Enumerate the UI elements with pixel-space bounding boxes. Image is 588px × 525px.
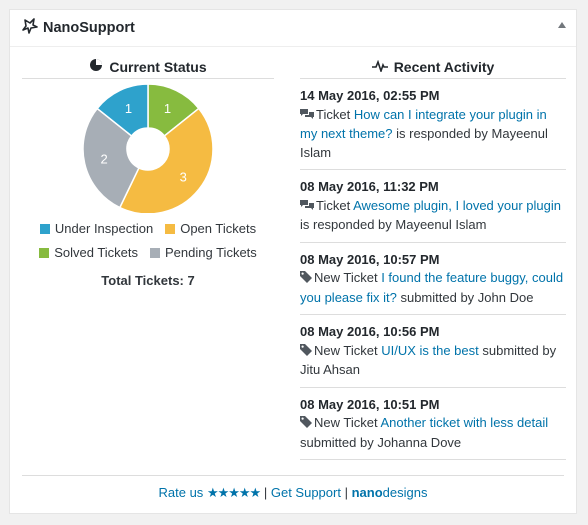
activity-item: 14 May 2016, 02:55 PM Ticket How can I i… <box>300 79 566 170</box>
tag-icon <box>300 343 312 362</box>
legend-swatch <box>39 224 50 234</box>
ticket-link[interactable]: How can I integrate your plugin in my ne… <box>300 106 547 142</box>
recent-activity-heading: Recent Activity <box>300 56 566 79</box>
current-status-heading: Current Status <box>22 56 274 79</box>
activity-date: 08 May 2016, 10:57 PM <box>300 251 440 267</box>
pie-chart-icon <box>89 57 103 77</box>
comments-icon <box>300 198 314 217</box>
pie-slice-label: 1 <box>164 101 171 116</box>
pie-slice-label: 2 <box>101 152 108 167</box>
activity-list: 14 May 2016, 02:55 PM Ticket How can I i… <box>300 79 566 460</box>
ticket-link[interactable]: Another ticket with less detail <box>380 415 549 430</box>
legend-item-solved-tickets: Solved Tickets <box>39 241 138 265</box>
legend-item-under-inspection: Under Inspection <box>39 217 153 241</box>
widget-title: NanoSupport <box>22 18 135 38</box>
widget-footer: Rate us ★★★★★ | Get Support | nanodesign… <box>22 475 564 513</box>
ticket-link[interactable]: Awesome plugin, I loved your plugin <box>353 197 561 213</box>
footer-separator: | <box>344 485 348 500</box>
status-chart-area: 1 3 2 1 <box>22 83 274 215</box>
recent-activity-panel: Recent Activity 14 May 2016, 02:55 PM Ti… <box>300 56 566 460</box>
widget-header: NanoSupport <box>10 10 576 47</box>
activity-item: 08 May 2016, 10:56 PM New Ticket UI/UX i… <box>300 315 566 388</box>
activity-item: 08 May 2016, 11:32 PM Ticket Awesome plu… <box>300 170 566 243</box>
pie-slice-pending-tickets <box>82 107 140 209</box>
current-status-panel: Current Status 1 3 2 1 Under Inspection Ope… <box>22 56 274 288</box>
widget-title-text: NanoSupport <box>43 20 135 36</box>
pie-slice-label: 3 <box>180 170 187 185</box>
get-support-link[interactable]: Get Support <box>270 485 341 500</box>
legend-swatch <box>165 224 176 234</box>
rating-stars-icon: ★★★★★ <box>206 485 261 500</box>
activity-date: 14 May 2016, 02:55 PM <box>300 88 440 103</box>
ticket-link[interactable]: UI/UX is the best <box>381 342 479 358</box>
collapse-toggle-icon[interactable] <box>558 22 566 28</box>
legend-item-open-tickets: Open Tickets <box>165 217 256 241</box>
activity-item: 08 May 2016, 10:51 PM New Ticket Another… <box>300 388 566 460</box>
activity-pulse-icon <box>371 57 388 77</box>
nanosupport-widget: NanoSupport Current Status 1 3 2 1 Under In… <box>9 9 577 514</box>
status-pie-chart: 1 3 2 1 <box>82 83 214 215</box>
activity-date: 08 May 2016, 11:32 PM <box>300 179 439 194</box>
pie-slice-under-inspection <box>96 83 149 137</box>
tag-icon <box>300 415 312 434</box>
tag-icon <box>300 270 312 289</box>
nanodesigns-link[interactable]: nanodesigns <box>351 485 428 500</box>
total-tickets: Total Tickets: 7 <box>101 273 195 288</box>
ticket-link[interactable]: I found the feature buggy, could you ple… <box>300 270 564 305</box>
footer-separator: | <box>263 485 268 500</box>
legend-swatch <box>150 248 161 258</box>
pie-slice-label: 1 <box>125 101 132 116</box>
legend-item-pending-tickets: Pending Tickets <box>150 241 257 265</box>
activity-date: 08 May 2016, 10:51 PM <box>300 396 440 412</box>
rate-us-link[interactable]: Rate us ★★★★★ <box>158 485 262 500</box>
activity-date: 08 May 2016, 10:56 PM <box>300 324 440 339</box>
activity-item: 08 May 2016, 10:57 PM New Ticket I found… <box>300 243 566 315</box>
comments-icon <box>300 107 314 126</box>
chart-legend: Under Inspection Open Tickets Solved Tic… <box>22 217 274 265</box>
legend-swatch <box>39 248 50 258</box>
nanosupport-logo-icon <box>22 18 38 38</box>
